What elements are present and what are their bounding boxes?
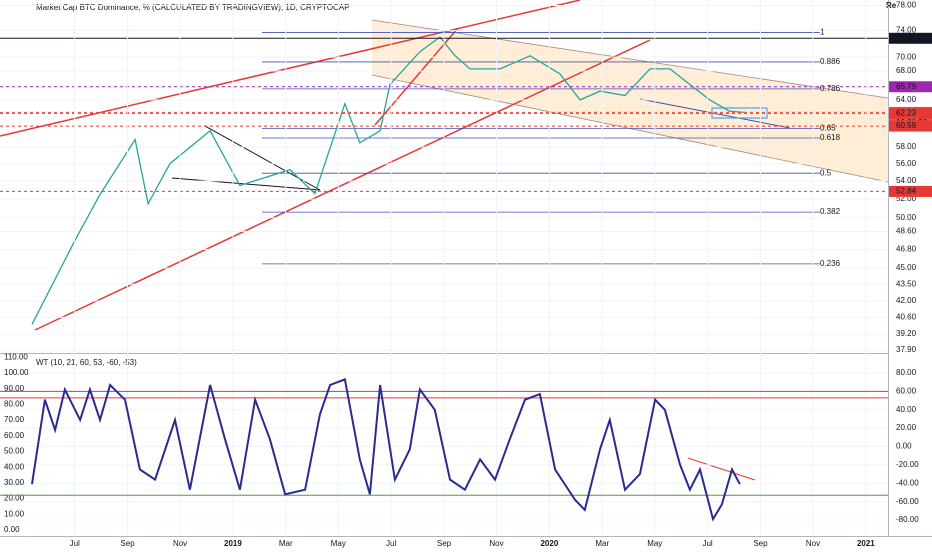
y-tick-label: 43.50 — [896, 279, 917, 288]
y-tick-label: 40.60 — [896, 312, 917, 321]
y2-tick-label: 80.00 — [4, 400, 25, 409]
indicator-title: WT (10, 21, 60, 53, -60, -53) — [36, 358, 137, 367]
fib-label: 0.382 — [820, 207, 841, 216]
fib-label: 0.65 — [820, 123, 836, 132]
y2-tick-label: 50.00 — [4, 447, 25, 456]
y-tick-label: -80.00 — [896, 515, 919, 524]
y-tick-label: 40.00 — [896, 405, 917, 414]
y2-tick-label: 0.00 — [4, 525, 20, 534]
price-label-bg — [889, 32, 932, 44]
price-label: 65.79 — [896, 82, 917, 91]
x-tick-label: Sep — [437, 539, 452, 548]
x-tick-label: Nov — [489, 539, 503, 548]
trendline — [687, 457, 756, 481]
chart-title: Market Cap BTC Dominance, % (CALCULATED … — [36, 3, 350, 12]
y-tick-label: 70.00 — [896, 52, 917, 61]
y-tick-label: 48.60 — [896, 226, 917, 235]
y-tick-label: 50.00 — [896, 213, 917, 222]
y-tick-label: 74.00 — [896, 26, 917, 35]
y-tick-label: 20.00 — [896, 423, 917, 432]
y-tick-label: 80.00 — [896, 368, 917, 377]
channel-edge — [371, 19, 889, 99]
y-tick-label: 58.00 — [896, 142, 917, 151]
trendline — [34, 39, 651, 331]
y-tick-label: -60.00 — [896, 497, 919, 506]
x-tick-label: Nov — [806, 539, 820, 548]
y-tick-label: 46.80 — [896, 244, 917, 253]
y-tick-label: 52.00 — [896, 194, 917, 203]
y2-tick-label: 90.00 — [4, 384, 25, 393]
y-tick-label: 56.00 — [896, 159, 917, 168]
price-label-bg — [889, 185, 932, 197]
price-label: 62.23 — [896, 108, 917, 117]
y-tick-label: -40.00 — [896, 478, 919, 487]
fib-label: 0.5 — [820, 168, 832, 177]
price-label: 72.82 — [896, 33, 917, 42]
y2-tick-label: 40.00 — [4, 462, 25, 471]
y-tick-label: 64.00 — [896, 95, 917, 104]
x-tick-label: May — [331, 539, 346, 548]
fib-label: 0.886 — [820, 57, 841, 66]
fib-label: 1 — [820, 28, 825, 37]
fib-label: 0.236 — [820, 259, 841, 268]
y-tick-label: 37.90 — [896, 345, 917, 354]
y-tick-label: 60.00 — [896, 386, 917, 395]
x-tick-label: Jul — [386, 539, 396, 548]
data-line — [31, 378, 741, 522]
x-tick-label: Nov — [173, 539, 187, 548]
x-tick-label: Sep — [120, 539, 135, 548]
y-tick-label: 78.00 — [896, 1, 917, 10]
y2-tick-label: 70.00 — [4, 415, 25, 424]
price-label-bg — [889, 81, 932, 93]
y2-tick-label: 30.00 — [4, 478, 25, 487]
fib-label: 0.618 — [820, 133, 841, 142]
fib-label: 0.786 — [820, 84, 841, 93]
box — [711, 107, 768, 119]
price-label: 52.84 — [896, 187, 917, 196]
x-tick-label: Sep — [753, 539, 768, 548]
price-label: 60.59 — [896, 121, 917, 130]
y2-tick-label: 100.00 — [4, 368, 29, 377]
y-tick-label: 68.00 — [896, 66, 917, 75]
x-tick-label: May — [647, 539, 662, 548]
y-tick-label: -20.00 — [896, 460, 919, 469]
x-tick-label: 2021 — [857, 539, 875, 548]
x-tick-label: 2020 — [540, 539, 558, 548]
x-tick-label: 2019 — [224, 539, 242, 548]
channel — [372, 20, 888, 182]
y2-tick-label: 10.00 — [4, 509, 25, 518]
y-tick-label: 54.00 — [896, 176, 917, 185]
y2-tick-label: 20.00 — [4, 494, 25, 503]
x-tick-label: Mar — [595, 539, 609, 548]
x-tick-label: Jul — [70, 539, 80, 548]
price-label-bg — [889, 120, 932, 132]
x-tick-label: Mar — [279, 539, 293, 548]
y2-tick-label: 110.00 — [4, 352, 28, 361]
y-tick-label: 0.00 — [896, 442, 912, 451]
y2-tick-label: 60.00 — [4, 431, 25, 440]
y-tick-label: 39.20 — [896, 329, 917, 338]
y-tick-label: 42.00 — [896, 296, 917, 305]
cutoff-label: Re — [886, 1, 897, 10]
price-label-bg — [889, 107, 932, 119]
data-line — [31, 36, 746, 325]
y-tick-label: 45.00 — [896, 263, 917, 272]
x-tick-label: Jul — [702, 539, 712, 548]
